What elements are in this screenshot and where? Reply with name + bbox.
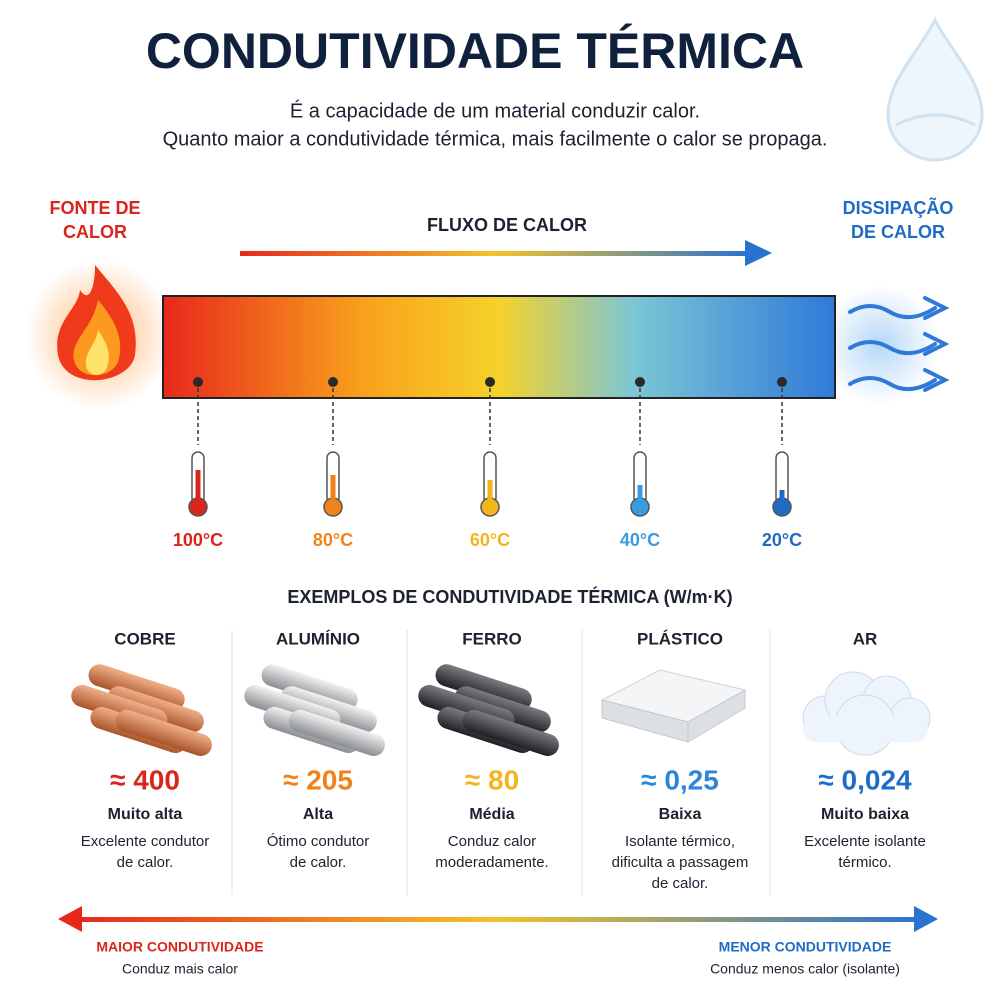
material-level: Alta: [303, 806, 333, 823]
bar-point: [485, 377, 495, 387]
source-label: CALOR: [63, 222, 127, 242]
thermometer-level: [779, 490, 785, 505]
thermometer-level: [637, 485, 643, 505]
sink-label: DISSIPAÇÃO: [843, 197, 954, 218]
material-description: de calor.: [290, 854, 347, 871]
material-value: ≈ 80: [465, 764, 519, 795]
material-description: moderadamente.: [435, 854, 548, 871]
conductor-bar: [162, 295, 836, 399]
scale-left-title: MAIOR CONDUTIVIDADE: [96, 939, 263, 955]
material-description: térmico.: [838, 854, 891, 871]
material-description: Isolante térmico,: [625, 833, 735, 850]
flow-arrowhead: [745, 240, 772, 266]
material-description: Excelente condutor: [81, 833, 209, 850]
scale-arrowhead-right: [914, 906, 938, 932]
temperature-label: 80°C: [313, 530, 353, 550]
material-description: Conduz calor: [448, 833, 536, 850]
temperature-label: 40°C: [620, 530, 660, 550]
rod: [462, 709, 559, 756]
thermometer-level: [330, 475, 336, 505]
temperature-label: 20°C: [762, 530, 802, 550]
scale-left-note: Conduz mais calor: [122, 961, 238, 977]
material-name: ALUMÍNIO: [276, 629, 360, 648]
temperature-label: 60°C: [470, 530, 510, 550]
thermometer-level: [195, 470, 201, 505]
material-description: de calor.: [652, 875, 709, 892]
material-description: dificulta a passagem: [612, 854, 749, 871]
rod: [115, 709, 212, 756]
material-name: COBRE: [114, 629, 175, 648]
wind-arrows: [848, 296, 950, 392]
material-level: Muito baixa: [821, 806, 909, 823]
flow-arrow: [240, 251, 750, 256]
rod: [261, 664, 358, 711]
scale-right-note: Conduz menos calor (isolante): [710, 961, 900, 977]
cloud-base: [803, 716, 928, 742]
plastic-side: [601, 689, 746, 743]
title: CONDUTIVIDADE TÉRMICA: [146, 23, 804, 79]
bar-point: [777, 377, 787, 387]
rod: [435, 664, 532, 711]
bar-point: [635, 377, 645, 387]
drop-wave: [895, 113, 976, 127]
material-value: ≈ 205: [283, 764, 353, 795]
subtitle: Quanto maior a condutividade térmica, ma…: [163, 128, 828, 150]
scale-right-title: MENOR CONDUTIVIDADE: [719, 939, 892, 955]
subtitle: É a capacidade de um material conduzir c…: [290, 99, 700, 122]
section-title: EXEMPLOS DE CONDUTIVIDADE TÉRMICA (W/m·K…: [287, 586, 732, 607]
material-name: PLÁSTICO: [637, 629, 723, 648]
material-level: Muito alta: [108, 806, 183, 823]
material-description: Excelente isolante: [804, 833, 926, 850]
sink-label: DE CALOR: [851, 222, 945, 242]
material-description: de calor.: [117, 854, 174, 871]
bar-point: [328, 377, 338, 387]
material-name: FERRO: [462, 629, 522, 648]
material-level: Média: [469, 806, 514, 823]
rod: [288, 709, 385, 756]
rod: [88, 664, 185, 711]
temperature-label: 100°C: [173, 530, 223, 550]
bar-point: [193, 377, 203, 387]
material-level: Baixa: [659, 806, 702, 823]
drop-icon: [886, 16, 984, 162]
flame-core: [85, 330, 109, 375]
source-label: FONTE DE: [49, 198, 140, 218]
material-name: AR: [853, 629, 878, 648]
scale-arrow: [75, 917, 920, 922]
flow-label: FLUXO DE CALOR: [427, 215, 587, 235]
material-value: ≈ 0,024: [818, 764, 912, 795]
material-value: ≈ 0,25: [641, 764, 719, 795]
material-description: Ótimo condutor: [267, 833, 370, 850]
thermometer-level: [487, 480, 493, 505]
scale-arrowhead-left: [58, 906, 82, 932]
material-value: ≈ 400: [110, 764, 180, 795]
